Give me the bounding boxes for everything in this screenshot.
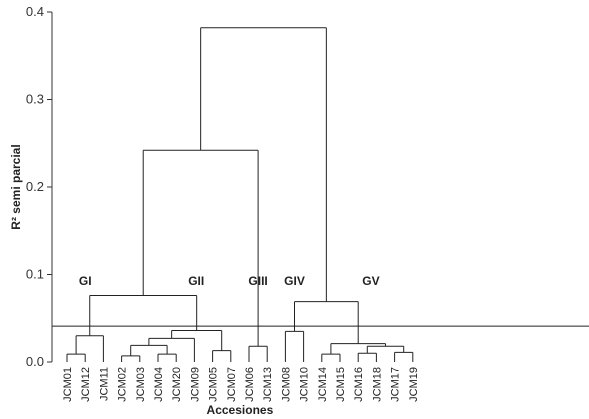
merge-m7 [212, 350, 232, 362]
merge-m12 [284, 330, 305, 362]
leaf-label: JCM14 [317, 367, 329, 402]
leaf-labels: JCM01 JCM12 JCM11 JCM02 JCM03 JCM04 JCM20 JCM09… [62, 367, 420, 402]
leaf-label: JCM06 [244, 367, 256, 402]
leaf-label: JCM12 [80, 367, 92, 402]
group-label: GIV [284, 274, 305, 288]
merge-m8 [171, 330, 223, 351]
merge-m11 [142, 149, 259, 347]
leaf-label: JCM01 [62, 367, 74, 402]
dendrogram-tree [66, 27, 414, 362]
leaf-label: JCM15 [335, 367, 347, 402]
group-label: GI [79, 274, 92, 288]
leaf-label: JCM02 [117, 367, 129, 402]
axes: 0.0 0.1 0.2 0.3 0.4 [26, 4, 53, 369]
leaf-label: JCM11 [98, 367, 110, 401]
group-label: GV [362, 274, 379, 288]
group-label: GIII [248, 274, 267, 288]
merge-m1 [66, 353, 86, 362]
merge-m15 [394, 351, 414, 362]
leaf-label: JCM03 [135, 367, 147, 402]
leaf-label: JCM19 [408, 367, 420, 402]
leaf-label: JCM20 [171, 367, 183, 402]
leaf-label: JCM17 [390, 367, 402, 402]
group-labels: GI GII GIII GIV GV [79, 274, 380, 288]
y-tick-label: 0.3 [26, 92, 44, 107]
merge-m3 [121, 355, 141, 362]
y-tick-label: 0.2 [26, 179, 44, 194]
leaf-label: JCM18 [371, 367, 383, 402]
merge-m9 [89, 295, 198, 336]
y-tick-label: 0.1 [26, 267, 44, 282]
group-label: GII [188, 274, 204, 288]
merge-m13 [321, 353, 341, 362]
merge-m6 [148, 337, 195, 362]
y-tick-label: 0.4 [26, 4, 44, 19]
merge-m17 [330, 343, 386, 355]
merge-m10 [248, 345, 268, 362]
merge-m19 [200, 27, 327, 302]
leaf-label: JCM08 [280, 367, 292, 402]
y-axis-title: R² semi parcial [9, 144, 23, 229]
merge-m14 [357, 352, 377, 362]
leaf-label: JCM04 [153, 367, 165, 402]
leaf-label: JCM10 [299, 367, 311, 402]
x-axis-title: Accesiones [207, 403, 274, 417]
merge-m4 [157, 353, 177, 362]
leaf-label: JCM05 [208, 367, 220, 402]
leaf-label: JCM13 [262, 367, 274, 402]
y-tick-label: 0.0 [26, 354, 44, 369]
leaf-label: JCM07 [226, 367, 238, 402]
leaf-label: JCM09 [189, 367, 201, 402]
merge-m2 [75, 335, 104, 362]
leaf-label: JCM16 [353, 367, 365, 402]
